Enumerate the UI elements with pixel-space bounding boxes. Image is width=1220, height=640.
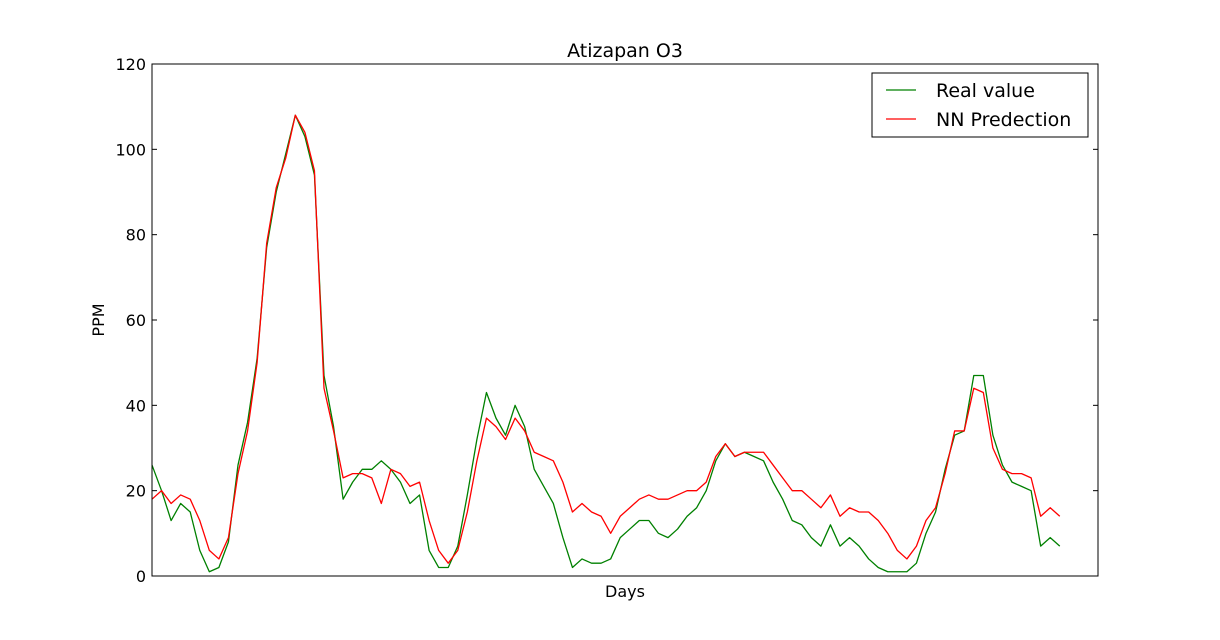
series-layer [152, 114, 1061, 573]
y-tick-label-4: 80 [126, 226, 146, 245]
legend-label-nn-predection: NN Predection [936, 109, 1071, 131]
y-tick-label-0: 0 [136, 567, 146, 586]
y-tick-label-3: 60 [126, 311, 146, 330]
legend: Real value NN Predection [871, 72, 1089, 138]
chart-title: Atizapan O3 [567, 40, 683, 62]
y-tick-label-5: 100 [115, 140, 146, 159]
y-axis-label: PPM [89, 303, 108, 336]
y-tick-label-6: 120 [115, 55, 146, 74]
legend-box [871, 72, 1089, 138]
y-tick-label-2: 40 [126, 396, 146, 415]
legend-label-real-value: Real value [936, 80, 1035, 102]
series-line-0 [152, 114, 1061, 573]
y-tick-label-1: 20 [126, 482, 146, 501]
plot-frame [151, 63, 1099, 577]
series-line-1 [152, 114, 1061, 564]
y-axis: 0 20 40 60 80 100 120 [115, 55, 1098, 586]
x-axis-label: Days [605, 582, 645, 601]
